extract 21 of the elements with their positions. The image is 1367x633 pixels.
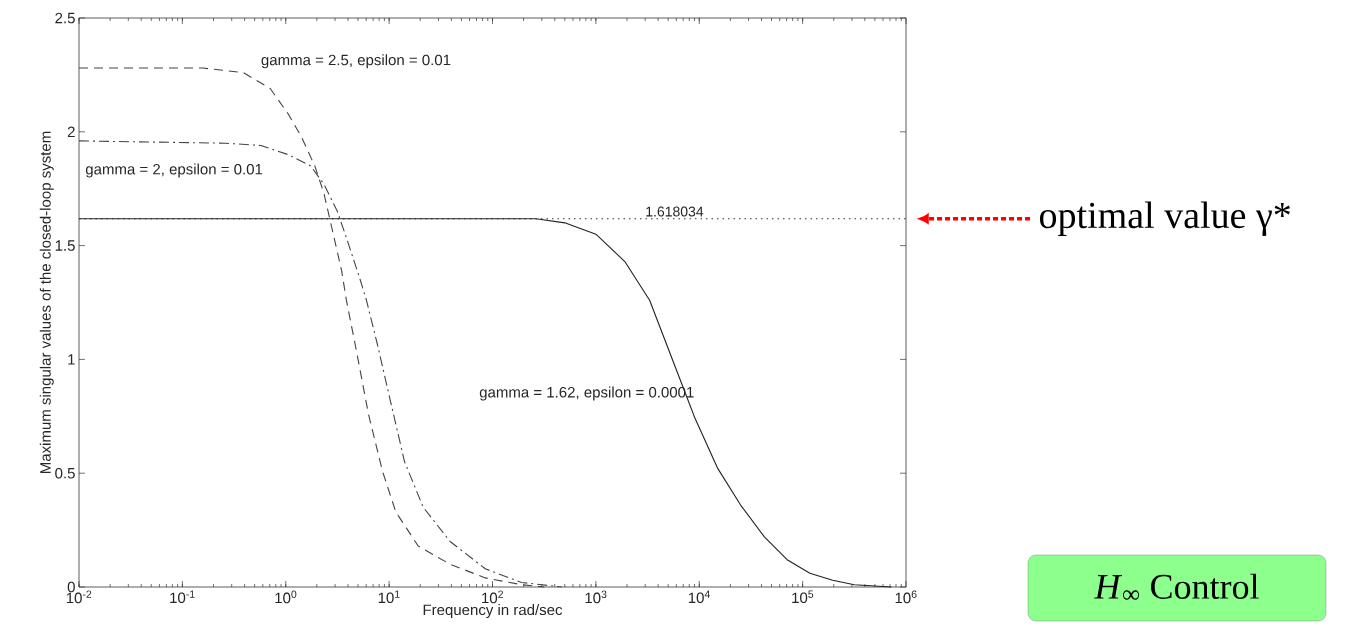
x-tick-label: 10$^{0}$ [275,590,297,604]
x-tick-label: 10$^{2}$ [482,590,503,604]
y-tick-label: 0.5 [55,467,75,479]
x-tick-label: 10$^{-1}$ [170,590,195,604]
x-tick-label: 10$^{1}$ [378,590,400,604]
y-tick-label: 2.5 [55,12,75,24]
y-tick-label: 2 [67,126,75,138]
y-tick-label: 0 [67,581,75,593]
x-axis-title: Frequency in rad/sec [423,604,563,619]
y-tick-label: 1.5 [55,240,75,251]
x-tick-label: 10$^{4}$ [688,590,710,604]
x-tick-label: 10$^{5}$ [792,590,814,604]
y-tick-label: 1 [68,354,75,365]
text: optimal value γ* [1039,201,1290,236]
series-label: gamma = 2.5, epsilon = 0.01 [261,54,451,69]
ref-line-label: 1.618034 [646,206,704,217]
series-label: gamma = 2, epsilon = 0.01 [85,163,263,178]
x-tick-label: 10$^{6}$ [895,590,917,604]
x-tick-label: 10$^{3}$ [585,590,607,604]
y-axis-title: Maximum singular values of the closed-loop system [39,131,54,474]
text: H$_{∞}$ Control [1094,573,1259,600]
